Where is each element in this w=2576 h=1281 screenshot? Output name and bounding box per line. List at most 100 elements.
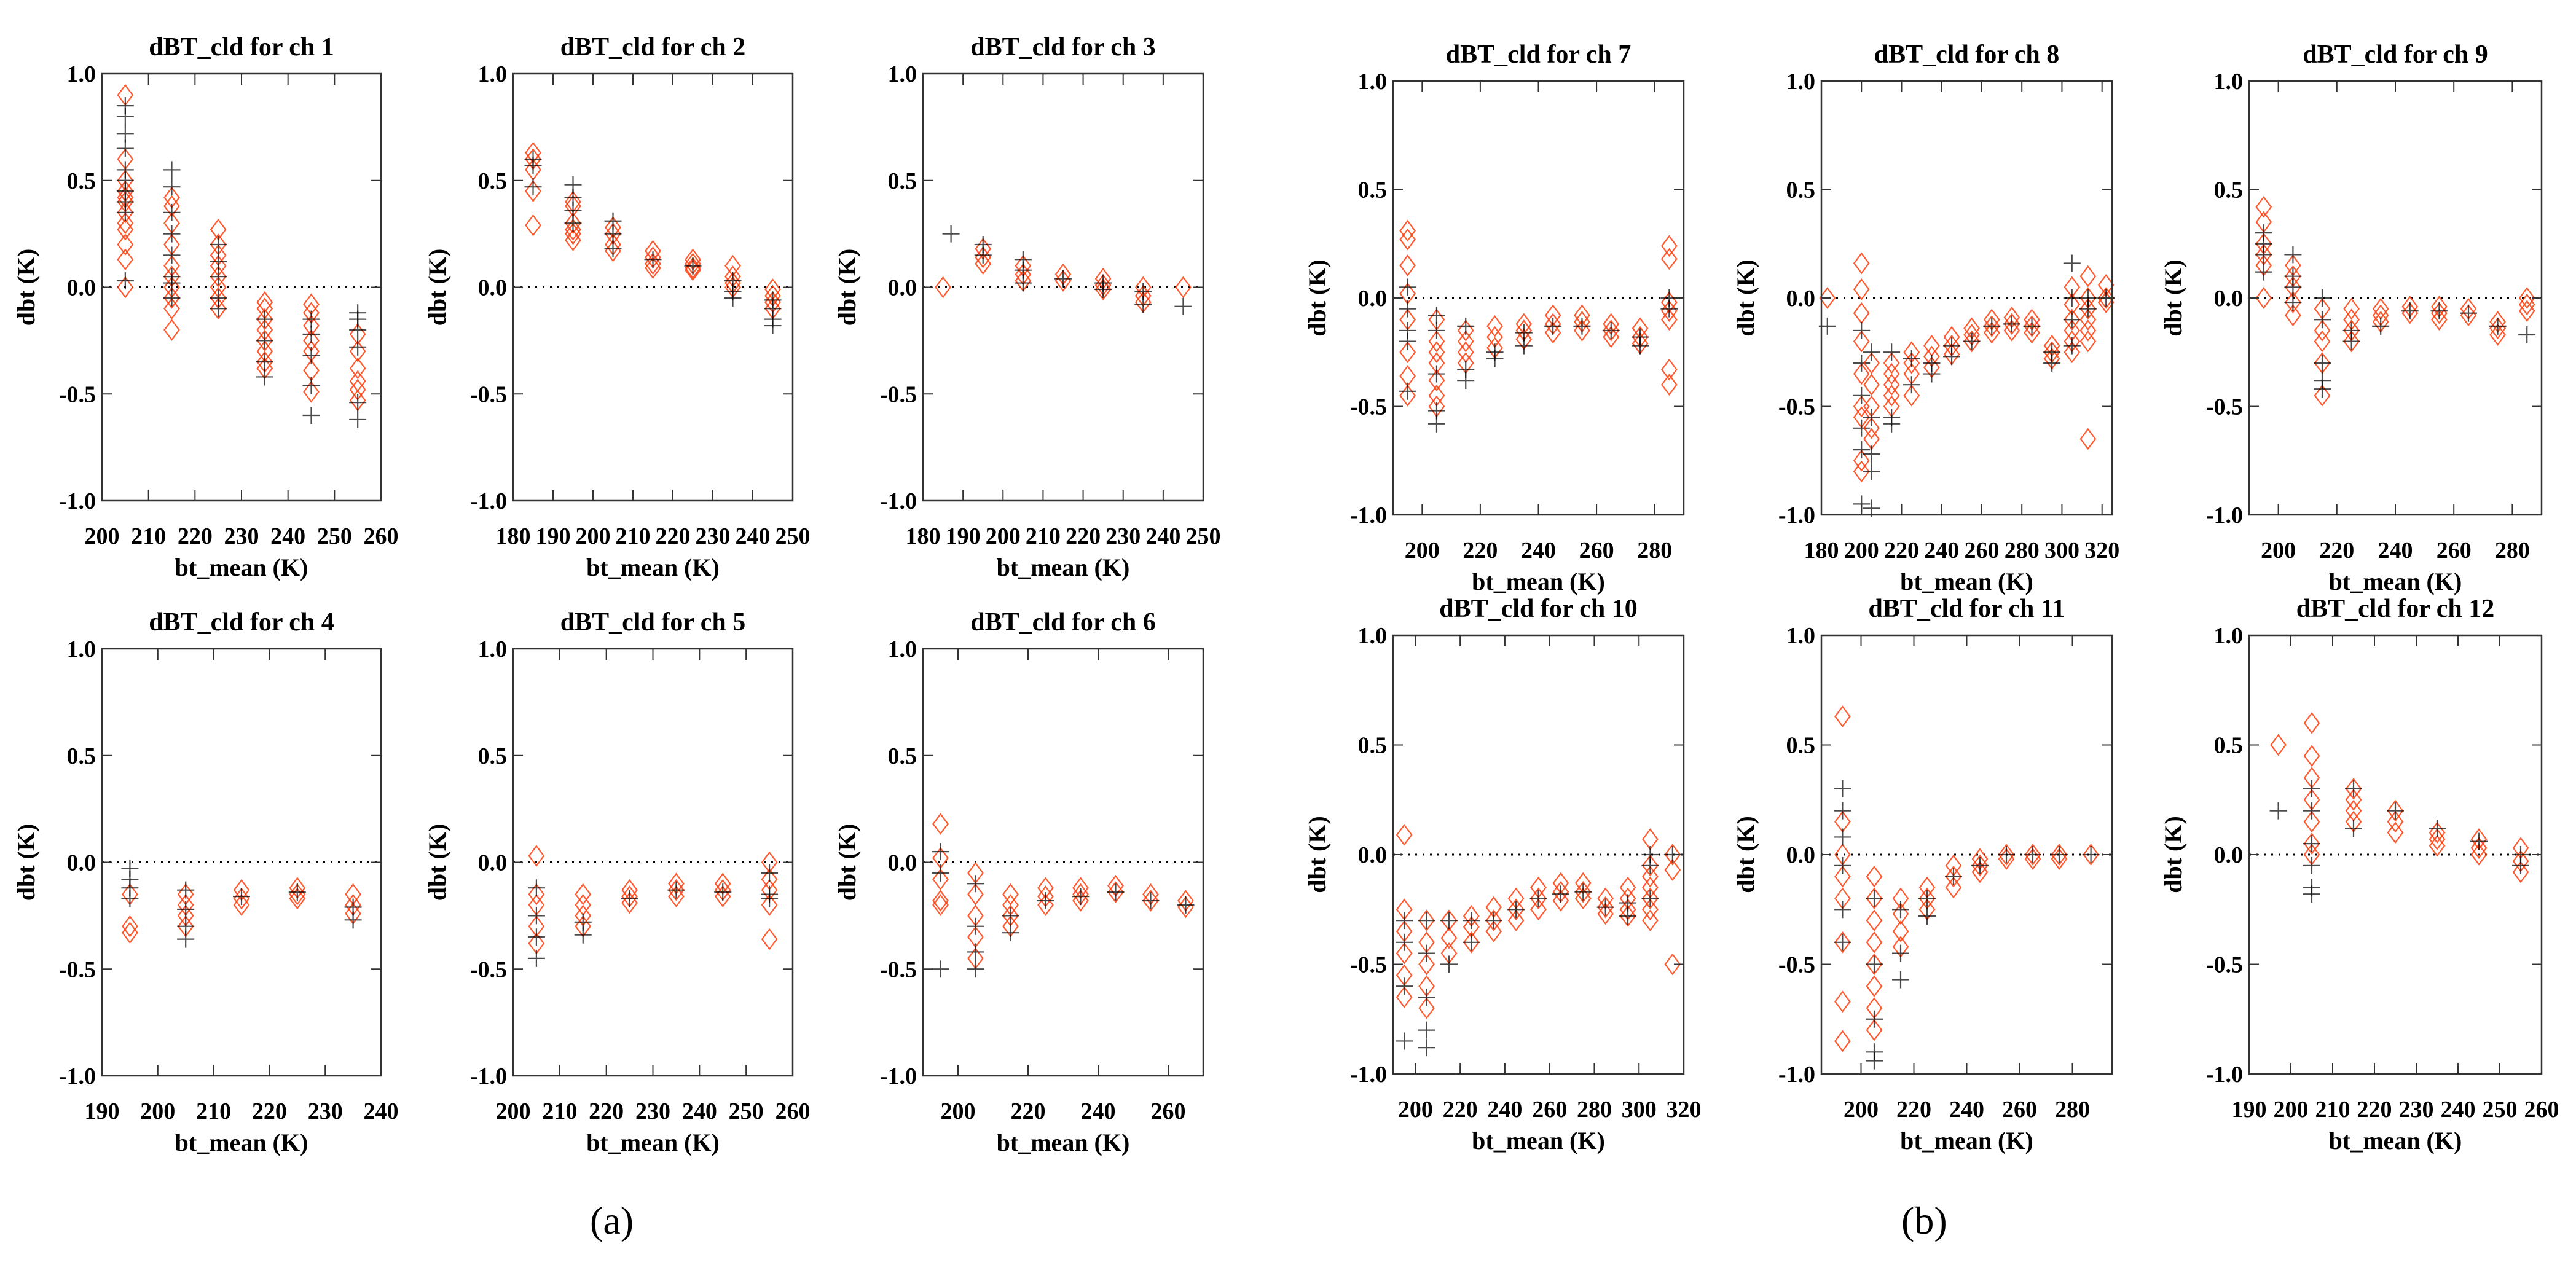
diamond-point	[528, 845, 545, 867]
y-tick-label: -0.5	[1350, 394, 1387, 420]
cross-point	[967, 960, 984, 978]
x-tick-label: 200	[1844, 1097, 1879, 1122]
chart-title: dBT_cld for ch 6	[970, 608, 1155, 637]
diamond-point	[1399, 341, 1416, 364]
diamond-point	[2079, 330, 2097, 353]
y-tick-label: 1.0	[67, 61, 96, 87]
cross-point	[1174, 297, 1192, 315]
chart-panel-5: dBT_cld for ch 5 200 210 220 230 240 250 260 -1.…	[423, 608, 811, 1156]
cross-point	[1660, 300, 1678, 318]
x-tick-label: 240	[736, 523, 771, 549]
cross-point	[163, 178, 181, 196]
x-tick-label: 260	[776, 1099, 811, 1124]
diamond-point	[210, 265, 227, 288]
cross-point	[1971, 856, 1989, 874]
y-tick-label: 1.0	[1358, 623, 1388, 649]
x-tick-label: 320	[1667, 1097, 1702, 1122]
cross-point	[1485, 912, 1502, 930]
diamond-point	[122, 915, 138, 938]
diamond-point	[2518, 300, 2535, 323]
diamond-point	[2314, 319, 2331, 342]
x-tick-label: 240	[270, 523, 305, 549]
y-axis-label: dbt (K)	[12, 249, 40, 326]
cross-point	[1530, 890, 1547, 907]
cross-point	[1396, 1032, 1413, 1050]
cross-point	[1866, 890, 1883, 907]
diamond-point	[1834, 705, 1851, 727]
diamond-point	[233, 894, 250, 916]
diamond-point	[2314, 330, 2331, 353]
y-tick-label: -1.0	[2206, 1062, 2243, 1087]
diamond-point	[2303, 810, 2320, 833]
diamond-point	[2343, 330, 2360, 353]
diamond-point	[2512, 861, 2529, 883]
cross-point	[1177, 896, 1195, 914]
y-tick-label: 0.0	[888, 275, 917, 301]
chart-panel-12: dBT_cld for ch 12 190 200 210 220 230 240 250 26…	[2159, 595, 2559, 1154]
diamond-point	[1853, 278, 1870, 300]
cross-point	[1427, 307, 1445, 324]
panel-label-a: (a)	[590, 1199, 634, 1242]
cross-point	[932, 864, 949, 882]
chart-title: dBT_cld for ch 3	[970, 33, 1155, 61]
y-tick-label: -1.0	[880, 488, 917, 514]
diamond-point	[2489, 317, 2506, 340]
diamond-point	[2255, 287, 2272, 309]
y-tick-label: 1.0	[888, 637, 917, 662]
cross-point	[1863, 499, 1880, 517]
cross-point	[1834, 901, 1852, 919]
x-tick-label: 190	[85, 1099, 120, 1124]
cross-point	[1072, 888, 1090, 906]
diamond-point	[2024, 315, 2040, 337]
cross-point	[1094, 280, 1112, 298]
y-tick-label: -1.0	[470, 488, 507, 514]
diamond-point	[1396, 986, 1413, 1008]
cross-point	[2314, 380, 2331, 398]
diamond-point	[1457, 319, 1474, 342]
cross-point	[1107, 883, 1125, 901]
y-tick-label: 1.0	[478, 637, 508, 662]
cross-point	[1463, 912, 1480, 930]
diamond-point	[2429, 834, 2446, 857]
cross-point	[2429, 820, 2446, 837]
diamond-point	[1660, 235, 1678, 257]
y-tick-label: 0.0	[888, 850, 917, 876]
diamond-point	[210, 297, 227, 320]
y-tick-label: -0.5	[59, 957, 96, 982]
cross-point	[288, 883, 306, 901]
cross-point	[1515, 337, 1533, 355]
x-tick-label: 220	[1011, 1099, 1046, 1124]
diamond-point	[2387, 821, 2404, 844]
x-tick-label: 200	[496, 1099, 531, 1124]
diamond-point	[1642, 887, 1659, 910]
cross-point	[761, 864, 779, 882]
diamond-point	[621, 891, 638, 914]
diamond-point	[565, 212, 581, 235]
diamond-point	[975, 253, 992, 275]
cross-point	[2345, 820, 2362, 837]
diamond-point	[1418, 909, 1435, 931]
cross-point	[644, 251, 662, 268]
cross-point	[1134, 296, 1152, 313]
cross-point	[604, 225, 622, 243]
cross-point	[1002, 907, 1019, 925]
diamond-point	[1883, 374, 1900, 396]
diamond-point	[2079, 428, 2097, 450]
cross-point	[2043, 354, 2061, 372]
diamond-point	[1507, 898, 1525, 921]
diamond-point	[1971, 855, 1989, 877]
chart-panel-2: dBT_cld for ch 2 180 190 200 210 220 230 240 250…	[423, 33, 811, 581]
chart-title: dBT_cld for ch 1	[149, 33, 334, 61]
y-tick-label: -0.5	[1350, 952, 1387, 978]
cross-point	[1853, 419, 1871, 437]
diamond-point	[1903, 352, 1920, 374]
diamond-point	[2429, 828, 2446, 850]
x-tick-label: 220	[589, 1099, 624, 1124]
cross-point	[574, 926, 592, 944]
cross-point	[116, 203, 134, 221]
diamond-point	[1544, 321, 1561, 344]
diamond-point	[117, 248, 134, 271]
cross-point	[2079, 300, 2097, 318]
cross-point	[2003, 315, 2020, 333]
diamond-point	[1998, 844, 2015, 866]
